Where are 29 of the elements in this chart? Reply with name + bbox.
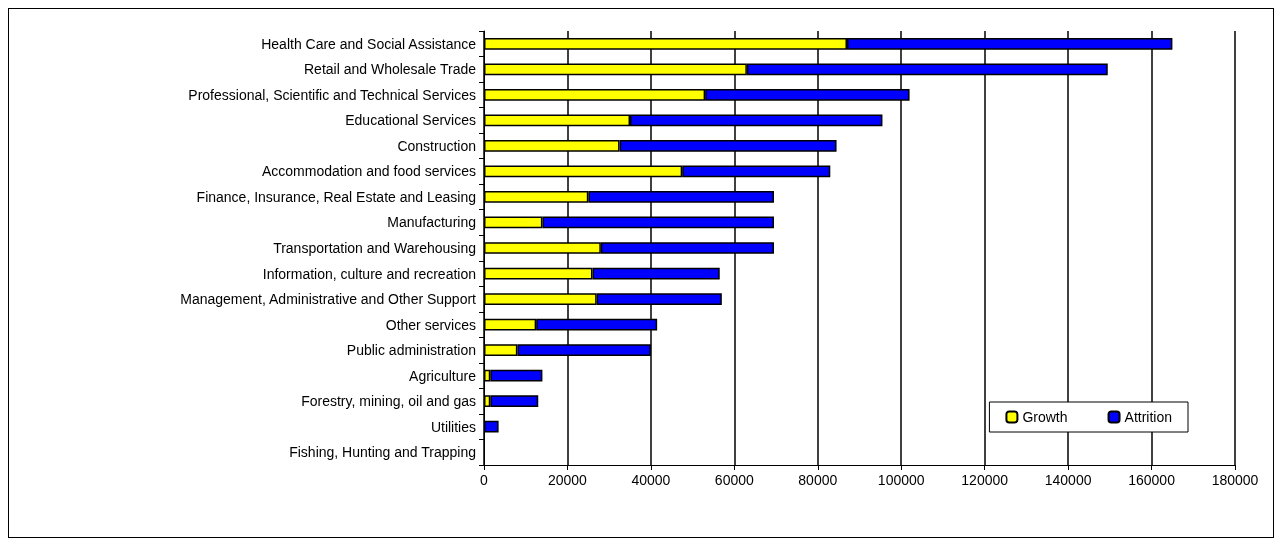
y-tick-label: Management, Administrative and Other Support [180,291,477,308]
x-tick-label: 120000 [961,472,1009,488]
y-tick-label: Construction [397,137,476,154]
y-tick-label: Other services [385,316,476,333]
y-tick-label: Finance, Insurance, Real Estate and Leasing [196,188,476,205]
x-tick-label: 40000 [631,472,671,488]
y-tick-label: Manufacturing [387,214,476,231]
x-tick-label: 80000 [798,472,838,488]
x-tick-label: 160000 [1128,472,1176,488]
legend-label: Growth [1022,409,1068,425]
y-tick-label: Accommodation and food services [262,163,476,180]
y-tick-label: Health Care and Social Assistance [261,35,477,52]
y-tick-label: Forestry, mining, oil and gas [301,393,476,410]
x-tick-label: 60000 [714,472,755,488]
x-tick-label: 0 [480,472,489,488]
y-tick-label: Public administration [346,342,476,359]
y-tick-label: Professional, Scientific and Technical Services [188,86,476,103]
x-tick-label: 100000 [877,472,925,488]
y-tick-label: Utilities [430,418,476,435]
x-tick-label: 20000 [547,472,588,488]
y-tick-label: Agriculture [409,367,477,384]
y-tick-label: Retail and Wholesale Trade [304,61,477,78]
x-tick-label: 180000 [1211,472,1259,488]
y-tick-label: Transportation and Warehousing [273,240,476,256]
legend-label: Attrition [1124,409,1173,425]
y-tick-label: Educational Services [345,112,476,129]
y-tick-label: Fishing, Hunting and Trapping [289,444,476,461]
y-tick-label: Information, culture and recreation [262,265,476,282]
x-tick-label: 140000 [1044,472,1092,488]
